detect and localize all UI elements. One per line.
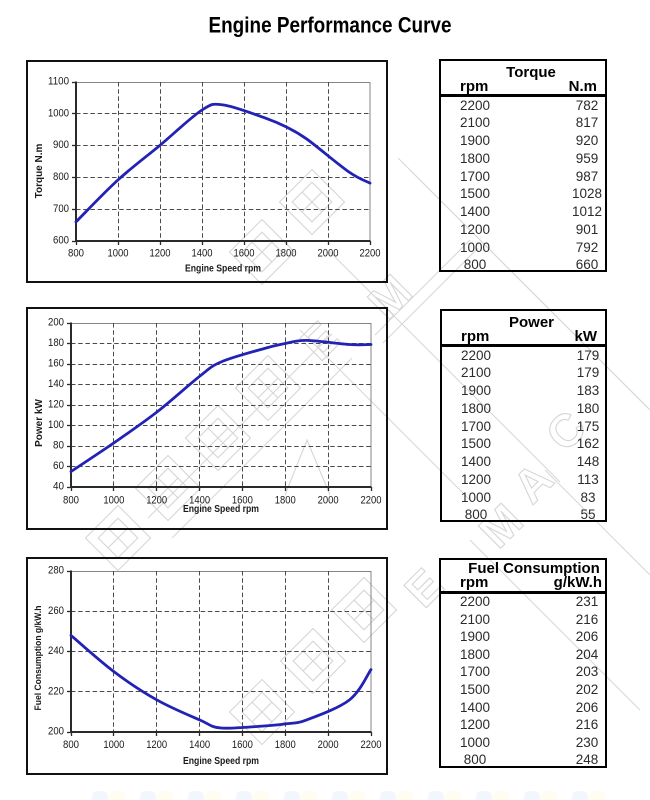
svg-text:2200: 2200 [361,739,382,751]
svg-text:900: 900 [53,139,69,151]
svg-text:1400: 1400 [189,739,210,751]
svg-text:280: 280 [48,565,64,577]
svg-text:800: 800 [63,495,79,507]
svg-text:180: 180 [48,337,64,349]
svg-text:800: 800 [68,248,84,260]
svg-text:1000: 1000 [48,107,69,119]
svg-text:1200: 1200 [150,248,171,260]
svg-text:1000: 1000 [103,739,124,751]
svg-text:1800: 1800 [275,739,296,751]
svg-text:80: 80 [53,440,64,452]
svg-text:2000: 2000 [318,739,339,751]
svg-text:240: 240 [48,645,64,657]
svg-text:Fuel Consumption g/kW.h: Fuel Consumption g/kW.h [33,606,43,711]
svg-text:Engine Speed rpm: Engine Speed rpm [185,264,261,275]
svg-text:1100: 1100 [48,76,69,88]
svg-text:800: 800 [53,171,69,183]
svg-text:800: 800 [63,739,79,751]
svg-text:60: 60 [53,460,64,472]
svg-text:1600: 1600 [232,739,253,751]
svg-text:Torque N.m: Torque N.m [34,143,45,198]
svg-text:1600: 1600 [234,248,255,260]
svg-text:140: 140 [48,378,64,390]
svg-text:1000: 1000 [103,495,124,507]
svg-text:1800: 1800 [275,495,296,507]
svg-text:1000: 1000 [108,248,129,260]
svg-text:700: 700 [53,203,69,215]
svg-text:1400: 1400 [192,248,213,260]
svg-text:Power kW: Power kW [34,399,45,447]
svg-text:2000: 2000 [318,495,339,507]
svg-text:200: 200 [48,726,64,738]
svg-text:1200: 1200 [146,495,167,507]
svg-text:2200: 2200 [361,495,382,507]
svg-text:2200: 2200 [360,248,381,260]
svg-text:1600: 1600 [232,495,253,507]
svg-text:120: 120 [48,399,64,411]
svg-text:40: 40 [53,481,64,493]
svg-text:1800: 1800 [276,248,297,260]
svg-text:Engine Performance Curve: Engine Performance Curve [209,13,452,38]
svg-text:Engine Speed rpm: Engine Speed rpm [183,756,259,767]
svg-text:260: 260 [48,605,64,617]
svg-text:200: 200 [48,317,64,329]
svg-text:2000: 2000 [318,248,339,260]
svg-text:1200: 1200 [146,739,167,751]
svg-text:Engine Speed rpm: Engine Speed rpm [183,504,259,515]
svg-text:100: 100 [48,419,64,431]
svg-text:220: 220 [48,685,64,697]
svg-text:160: 160 [48,358,64,370]
svg-text:1400: 1400 [189,495,210,507]
svg-text:600: 600 [53,235,69,247]
